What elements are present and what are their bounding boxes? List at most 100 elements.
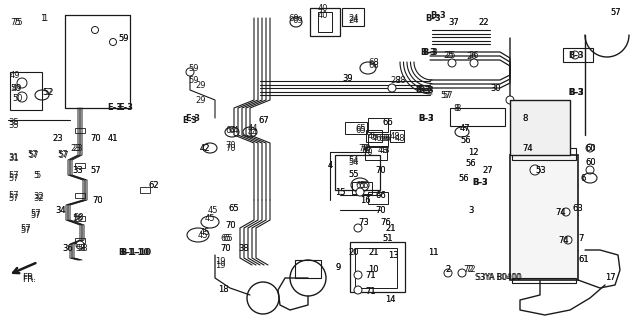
Circle shape bbox=[586, 144, 594, 152]
Text: 56: 56 bbox=[458, 173, 468, 182]
Text: 75: 75 bbox=[10, 18, 20, 27]
Text: 35: 35 bbox=[8, 121, 19, 130]
Text: 4: 4 bbox=[328, 161, 333, 170]
Text: 37: 37 bbox=[448, 18, 459, 27]
Text: 76: 76 bbox=[380, 218, 391, 227]
Circle shape bbox=[354, 224, 362, 232]
Text: 2: 2 bbox=[445, 266, 451, 275]
Text: 33: 33 bbox=[72, 165, 83, 174]
Text: 51: 51 bbox=[382, 234, 392, 243]
Text: 57: 57 bbox=[440, 91, 451, 100]
Bar bbox=[365, 147, 387, 160]
Text: 18: 18 bbox=[218, 285, 228, 294]
Text: 74: 74 bbox=[555, 207, 566, 217]
Text: 38: 38 bbox=[238, 244, 249, 252]
Bar bbox=[510, 100, 570, 155]
Text: 8: 8 bbox=[522, 114, 527, 123]
Bar bbox=[75, 215, 85, 220]
Text: 20: 20 bbox=[348, 247, 358, 257]
Text: 56: 56 bbox=[460, 135, 470, 145]
Text: 70: 70 bbox=[225, 220, 236, 229]
Bar bbox=[450, 108, 505, 126]
Circle shape bbox=[17, 92, 27, 102]
Bar bbox=[368, 192, 388, 204]
Text: 57: 57 bbox=[58, 150, 68, 159]
Text: 4: 4 bbox=[328, 161, 333, 170]
Text: S3YA B0400: S3YA B0400 bbox=[475, 274, 521, 283]
Text: 64: 64 bbox=[225, 125, 236, 134]
Text: 10: 10 bbox=[368, 266, 378, 275]
Text: 45: 45 bbox=[200, 228, 211, 236]
Text: 42: 42 bbox=[200, 143, 211, 153]
Text: 57: 57 bbox=[90, 165, 100, 174]
Text: 22: 22 bbox=[478, 18, 488, 27]
Text: 75: 75 bbox=[12, 18, 22, 27]
Bar bbox=[368, 118, 388, 132]
Bar bbox=[352, 182, 372, 194]
Text: 25: 25 bbox=[445, 51, 456, 60]
Text: B-3: B-3 bbox=[425, 13, 441, 22]
Text: 74: 74 bbox=[522, 143, 532, 153]
Text: 37: 37 bbox=[448, 18, 459, 27]
Text: 70: 70 bbox=[90, 133, 100, 142]
Text: 8: 8 bbox=[453, 103, 458, 113]
Text: 70: 70 bbox=[360, 146, 371, 155]
Text: 46: 46 bbox=[372, 133, 383, 142]
Text: 20: 20 bbox=[348, 247, 358, 257]
Circle shape bbox=[571, 51, 579, 59]
Text: 35: 35 bbox=[8, 117, 19, 126]
Text: 70: 70 bbox=[375, 205, 386, 214]
Text: 25: 25 bbox=[443, 51, 454, 60]
Text: 26: 26 bbox=[466, 52, 477, 60]
Text: 36: 36 bbox=[62, 244, 73, 252]
Text: 68: 68 bbox=[368, 60, 379, 69]
Text: 72: 72 bbox=[463, 266, 474, 275]
Text: 65: 65 bbox=[220, 234, 230, 243]
Circle shape bbox=[586, 166, 594, 174]
Text: 53: 53 bbox=[535, 165, 546, 174]
Text: FR.: FR. bbox=[22, 274, 36, 283]
Text: 56: 56 bbox=[460, 135, 470, 145]
Text: 27: 27 bbox=[482, 165, 493, 174]
Text: 66: 66 bbox=[375, 190, 386, 199]
Text: 60: 60 bbox=[585, 143, 596, 153]
Text: B-3: B-3 bbox=[568, 87, 584, 97]
Text: 50: 50 bbox=[12, 93, 22, 102]
Text: 52: 52 bbox=[42, 87, 52, 97]
Text: 70: 70 bbox=[375, 165, 386, 174]
Text: 68: 68 bbox=[368, 58, 379, 67]
Text: 43: 43 bbox=[378, 146, 388, 155]
Text: 9: 9 bbox=[335, 263, 340, 273]
Text: 65: 65 bbox=[228, 204, 239, 212]
Text: 6: 6 bbox=[580, 173, 586, 182]
Text: 66: 66 bbox=[380, 133, 391, 142]
Text: 40: 40 bbox=[318, 11, 328, 20]
Circle shape bbox=[506, 96, 514, 104]
Text: 76: 76 bbox=[380, 218, 391, 227]
Text: 66: 66 bbox=[375, 190, 386, 199]
Bar bbox=[75, 193, 85, 197]
Text: 41: 41 bbox=[108, 133, 118, 142]
Text: 48: 48 bbox=[395, 133, 406, 142]
Text: 71: 71 bbox=[365, 270, 376, 279]
Text: 32: 32 bbox=[33, 194, 44, 203]
Text: 70: 70 bbox=[362, 148, 372, 156]
Text: 29: 29 bbox=[195, 95, 205, 105]
Text: 66: 66 bbox=[382, 117, 393, 126]
Text: 69: 69 bbox=[288, 13, 299, 22]
Text: 41: 41 bbox=[108, 133, 118, 142]
Text: 1: 1 bbox=[40, 13, 45, 22]
Text: 54: 54 bbox=[348, 157, 358, 166]
Circle shape bbox=[354, 271, 362, 279]
Bar bbox=[75, 127, 85, 132]
Circle shape bbox=[444, 269, 452, 277]
Text: 59: 59 bbox=[118, 34, 129, 43]
Text: 29: 29 bbox=[195, 81, 205, 90]
Text: 36: 36 bbox=[62, 244, 73, 252]
Text: 70: 70 bbox=[225, 140, 236, 149]
Text: 54: 54 bbox=[348, 156, 358, 164]
Text: 70: 70 bbox=[220, 244, 230, 252]
Text: 47: 47 bbox=[460, 124, 470, 132]
Text: 12: 12 bbox=[468, 148, 479, 156]
Text: 8: 8 bbox=[522, 114, 527, 123]
